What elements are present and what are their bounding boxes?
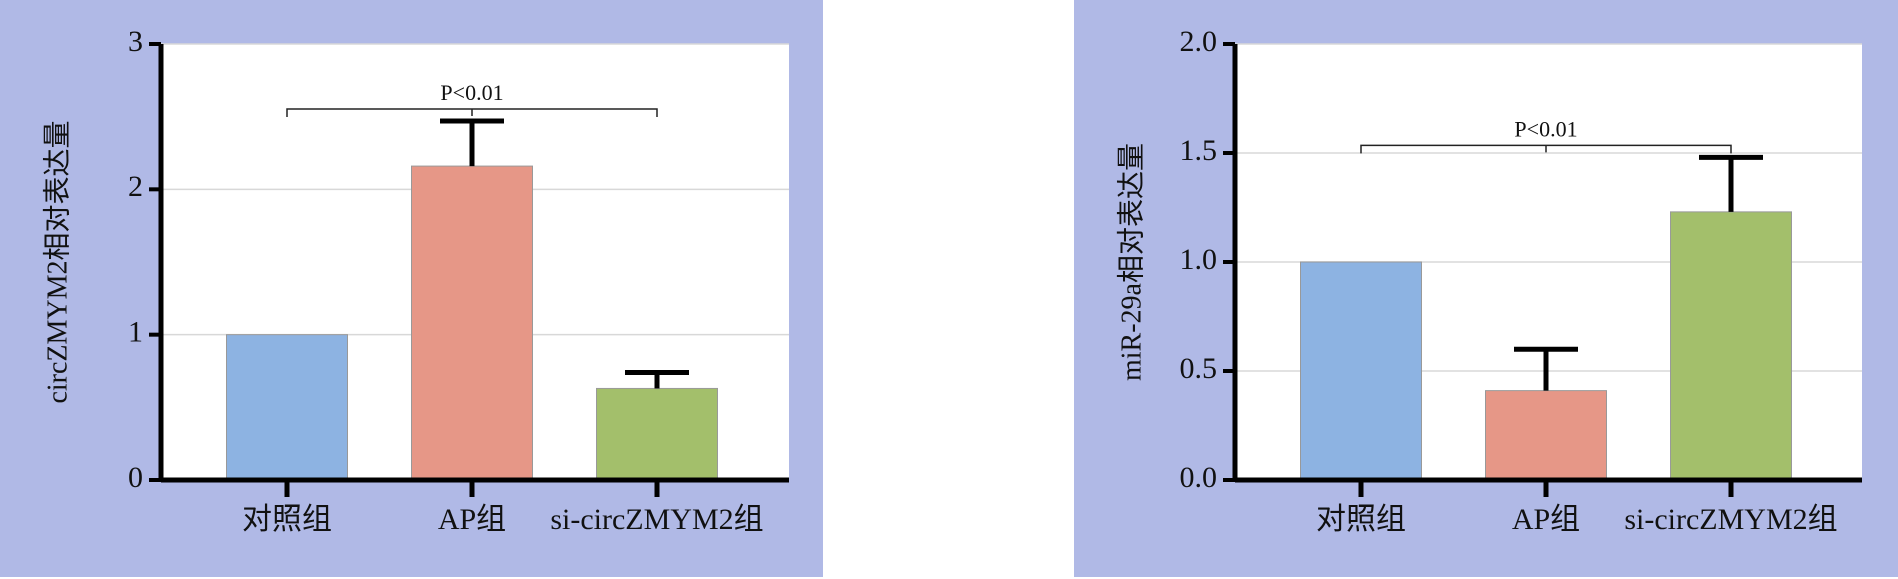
bar: [596, 387, 718, 481]
bar: [1300, 261, 1422, 481]
bar: [411, 165, 533, 481]
y-tick-label: 1.0: [1180, 243, 1218, 276]
y-tick-label: 1: [128, 316, 143, 349]
significance-label: P<0.01: [1514, 116, 1577, 141]
y-tick-label: 0.5: [1180, 352, 1218, 385]
chart-panel: 0 1 2 3 对照组 AP组 si-circZMYM2组 circZMYM2相对表达量 P<0…: [0, 0, 823, 577]
y-tick-label: 2: [128, 170, 143, 203]
y-tick-label: 1.5: [1180, 134, 1218, 167]
bar: [1670, 211, 1792, 481]
y-axis-label: circZMYM2相对表达量: [41, 120, 73, 403]
x-tick-label: AP组: [1512, 503, 1580, 536]
x-tick-label: si-circZMYM2组: [550, 503, 763, 536]
x-tick-label: si-circZMYM2组: [1624, 503, 1837, 536]
bar: [226, 334, 348, 481]
y-axis-label: miR-29a相对表达量: [1115, 143, 1147, 381]
y-tick-label: 3: [128, 25, 143, 58]
significance-bracket: [286, 108, 658, 118]
x-tick-label: 对照组: [242, 503, 332, 536]
bar: [1485, 390, 1607, 481]
x-tick-label: AP组: [438, 503, 506, 536]
significance-bracket: [1360, 144, 1732, 154]
y-tick-label: 2.0: [1180, 25, 1218, 58]
chart-panel: 0.0 0.5 1.0 1.5 2.0 对照组 AP组 si-circZMYM2组 miR-29…: [1074, 0, 1898, 577]
y-tick-label: 0.0: [1180, 461, 1218, 494]
y-tick-label: 0: [128, 461, 143, 494]
significance-label: P<0.01: [440, 80, 503, 105]
x-tick-label: 对照组: [1316, 503, 1406, 536]
